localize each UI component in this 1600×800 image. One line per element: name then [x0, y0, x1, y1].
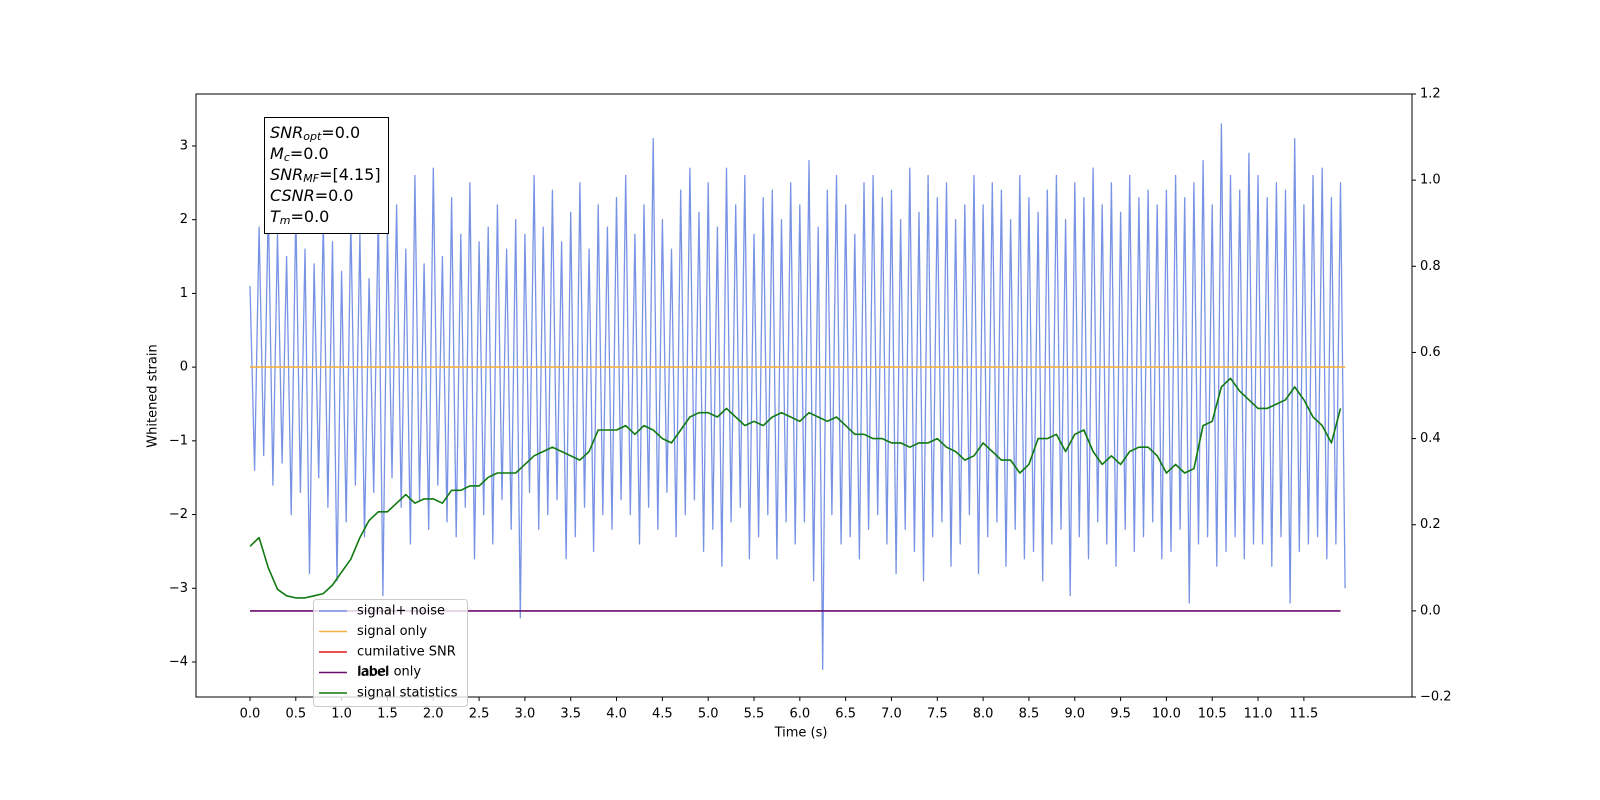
legend-label: label	[357, 665, 388, 680]
x-tick-label: 7.0	[881, 707, 902, 722]
x-tick-label: 0.5	[285, 707, 306, 722]
x-tick-label: 11.0	[1244, 707, 1273, 722]
x-tick-label: 8.5	[1019, 707, 1040, 722]
plot-frame	[195, 93, 1413, 698]
x-tick-label: 2.0	[423, 707, 444, 722]
info-symbol: M	[270, 144, 284, 163]
x-tick-label: 6.0	[789, 707, 810, 722]
x-tick-label: 2.5	[469, 707, 490, 722]
x-tick-label: 5.0	[698, 707, 719, 722]
y2-tick-label: 0.6	[1420, 345, 1441, 360]
y-tick-label: 1	[180, 286, 188, 301]
x-tick-label: 0.0	[240, 707, 261, 722]
info-symbol: CSNR	[270, 186, 315, 205]
y-axis-label: Whitened strain	[146, 344, 161, 447]
y-tick-label: 2	[180, 212, 188, 227]
x-tick-label: 10.0	[1152, 707, 1181, 722]
legend-label: signal+ noise	[357, 604, 445, 619]
y-tick-label: −4	[169, 654, 188, 669]
y-tick-label: −3	[169, 581, 188, 596]
x-tick-label: 10.5	[1198, 707, 1227, 722]
y2-tick-label: −0.2	[1420, 690, 1452, 705]
y-tick-label: 0	[180, 360, 188, 375]
info-value: =0.0	[321, 123, 360, 142]
info-subscript: MF	[303, 172, 319, 185]
info-value: =0.0	[290, 144, 329, 163]
legend-label: signal only	[357, 624, 427, 639]
info-line: Mc=0.0	[270, 144, 329, 165]
y-tick-label: −2	[169, 507, 188, 522]
x-tick-label: 1.5	[377, 707, 398, 722]
legend: label only signal+ noise signal only cumila…	[313, 599, 468, 707]
x-tick-label: 3.5	[560, 707, 581, 722]
info-value: =0.0	[315, 186, 354, 205]
info-symbol: SNR	[270, 165, 303, 184]
legend-ghost-text: label only	[358, 665, 421, 680]
info-line: CSNR=0.0	[270, 186, 354, 205]
info-symbol: T	[270, 207, 281, 226]
x-tick-label: 9.0	[1064, 707, 1085, 722]
x-axis-label: Time (s)	[774, 726, 828, 741]
x-tick-label: 4.0	[606, 707, 627, 722]
y2-tick-label: 1.2	[1420, 87, 1441, 102]
x-tick-label: 8.0	[973, 707, 994, 722]
info-symbol: SNR	[270, 123, 303, 142]
x-tick-label: 4.5	[652, 707, 673, 722]
x-tick-label: 6.5	[835, 707, 856, 722]
info-subscript: c	[284, 151, 290, 164]
info-value: =0.0	[291, 207, 330, 226]
x-tick-label: 1.0	[331, 707, 352, 722]
info-value: =[4.15]	[319, 165, 381, 184]
series-line	[249, 123, 1346, 671]
y2-tick-label: 1.0	[1420, 173, 1441, 188]
y-tick-label: 3	[180, 138, 188, 153]
info-line: SNRMF=[4.15]	[270, 165, 381, 186]
legend-label: cumilative SNR	[357, 645, 456, 660]
info-line: SNRopt=0.0	[270, 123, 360, 144]
info-line: Tm=0.0	[270, 207, 329, 228]
info-subscript: m	[280, 214, 291, 227]
series-line	[249, 377, 1342, 599]
info-box-frame	[264, 117, 389, 234]
y2-tick-label: 0.8	[1420, 259, 1441, 274]
x-tick-label: 5.5	[744, 707, 765, 722]
x-tick-label: 9.5	[1110, 707, 1131, 722]
info-subscript: opt	[303, 130, 322, 143]
y2-tick-label: 0.2	[1420, 517, 1441, 532]
y2-tick-label: 0.4	[1420, 431, 1441, 446]
x-tick-label: 3.0	[515, 707, 536, 722]
y-tick-label: −1	[169, 433, 188, 448]
y2-tick-label: 0.0	[1420, 603, 1441, 618]
info-box: SNRopt=0.0Mc=0.0SNRMF=[4.15]CSNR=0.0Tm=0…	[264, 117, 389, 234]
legend-label: signal statistics	[357, 686, 458, 701]
x-tick-label: 11.5	[1289, 707, 1318, 722]
legend-frame	[313, 599, 468, 707]
x-tick-label: 7.5	[927, 707, 948, 722]
